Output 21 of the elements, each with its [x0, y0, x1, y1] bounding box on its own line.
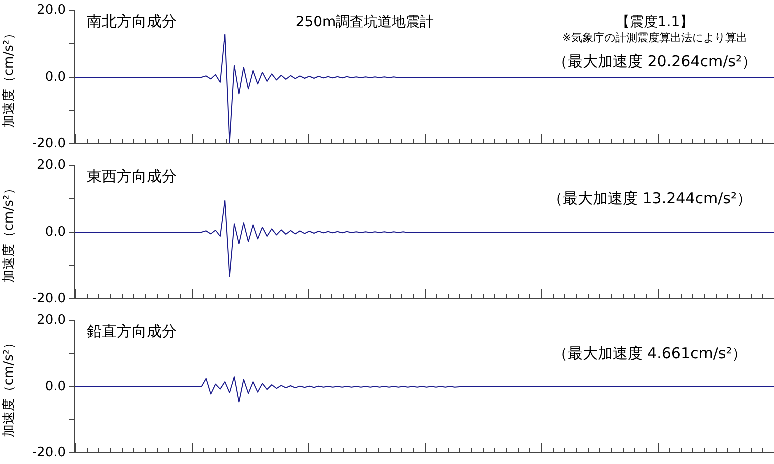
- annotation: 250m調査坑道地震計: [296, 14, 434, 30]
- y-tick-label: 20.0: [37, 3, 66, 18]
- y-tick-label: -20.0: [32, 446, 66, 461]
- y-tick-label: -20.0: [32, 292, 66, 307]
- y-tick-label: 0.0: [45, 379, 66, 394]
- y-axis-title: 加速度（cm/s²）: [1, 182, 18, 284]
- y-tick-label: 0.0: [45, 224, 66, 240]
- y-tick-label: 20.0: [37, 313, 66, 328]
- annotation: 【震度1.1】: [616, 14, 694, 30]
- annotation: （最大加速度 20.264cm/s²）: [553, 52, 757, 71]
- annotation: （最大加速度 13.244cm/s²）: [548, 190, 752, 208]
- annotation: ※気象庁の計測震度算出法により算出: [562, 32, 748, 45]
- y-tick-label: 0.0: [45, 70, 66, 85]
- chart-title: 東西方向成分: [87, 168, 177, 186]
- chart-title: 鉛直方向成分: [87, 322, 177, 341]
- y-tick-label: 20.0: [37, 158, 66, 174]
- annotation: （最大加速度 4.661cm/s²）: [552, 344, 748, 363]
- y-axis-title: 加速度（cm/s²）: [1, 336, 18, 438]
- y-tick-label: -20.0: [32, 136, 66, 152]
- chart-title: 南北方向成分: [87, 12, 177, 31]
- y-axis-title: 加速度（cm/s²）: [1, 26, 18, 128]
